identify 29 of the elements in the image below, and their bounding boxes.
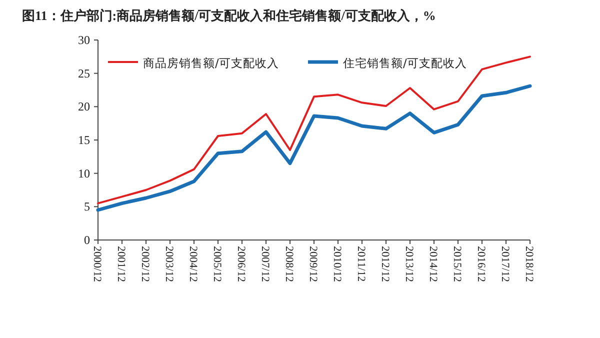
x-tick-label: 2006/12 [235,246,247,282]
y-tick-label: 30 [78,33,90,47]
y-tick-label: 15 [78,133,90,147]
x-tick-label: 2009/12 [307,246,319,282]
x-tick-label: 2013/12 [403,246,415,282]
y-tick-label: 20 [78,100,90,114]
x-tick-label: 2012/12 [379,246,391,282]
x-tick-label: 2007/12 [259,246,271,282]
x-tick-label: 2004/12 [187,246,199,282]
x-tick-label: 2014/12 [427,246,439,282]
chart-title: 图11：住户部门:商品房销售额/可支配收入和住宅销售额/可支配收入，% [22,8,436,23]
x-tick-label: 2011/12 [355,246,367,282]
y-tick-label: 10 [78,166,90,180]
y-tick-label: 5 [84,200,90,214]
x-tick-label: 2017/12 [499,246,511,282]
x-tick-label: 2015/12 [451,246,463,282]
x-tick-label: 2000/12 [91,246,103,282]
x-tick-label: 2008/12 [283,246,295,282]
x-tick-label: 2003/12 [163,246,175,282]
y-tick-label: 0 [84,233,90,247]
y-tick-label: 25 [78,66,90,80]
x-tick-label: 2002/12 [139,246,151,282]
x-tick-label: 2016/12 [475,246,487,282]
x-tick-label: 2005/12 [211,246,223,282]
x-tick-label: 2010/12 [331,246,343,282]
legend-label: 住宅销售额/可支配收入 [342,56,467,70]
legend-label: 商品房销售额/可支配收入 [143,56,279,70]
x-tick-label: 2018/12 [523,246,535,282]
x-tick-label: 2001/12 [115,246,127,282]
